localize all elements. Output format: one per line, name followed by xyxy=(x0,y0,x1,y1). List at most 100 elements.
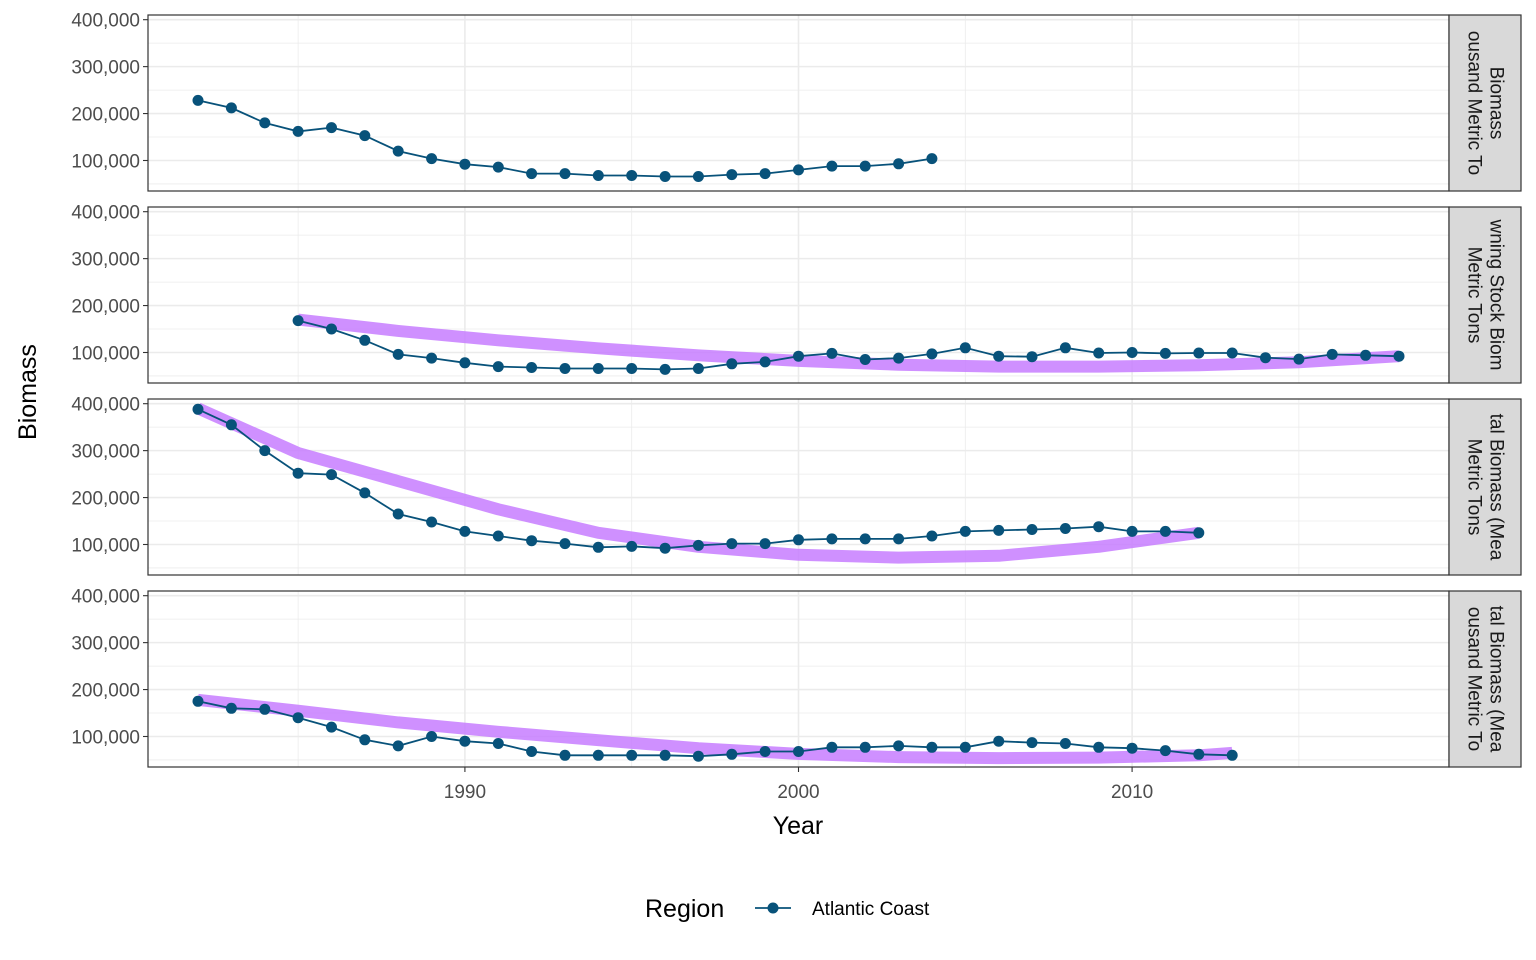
data-point xyxy=(1059,738,1071,749)
data-point xyxy=(459,357,471,369)
data-point xyxy=(826,533,838,545)
data-point xyxy=(326,323,337,335)
data-point xyxy=(926,530,938,542)
data-point xyxy=(292,125,304,137)
data-point xyxy=(1026,524,1038,535)
series-line-atlantic-coast xyxy=(197,700,1233,758)
y-tick-label: 300,000 xyxy=(71,58,140,79)
data-point xyxy=(1159,347,1171,359)
data-point xyxy=(559,538,571,550)
panel-1: 100,000 200,000 300,000 400,000 Biomassousan… xyxy=(71,11,1522,192)
data-point xyxy=(192,695,204,707)
data-point xyxy=(926,153,938,165)
data-point xyxy=(592,541,604,553)
y-tick-label: 200,000 xyxy=(71,489,140,510)
data-point xyxy=(626,749,638,761)
y-tick-label: 300,000 xyxy=(71,250,140,271)
panel-4: 100,000 200,000 300,000 400,000 tal Biomass … xyxy=(71,587,1522,768)
x-tick-label: 2000 xyxy=(777,782,819,803)
strip-background xyxy=(1448,14,1522,192)
data-point xyxy=(726,169,738,181)
strip-label-line: tal Biomass (Mea xyxy=(1486,414,1507,561)
data-point xyxy=(426,352,438,364)
data-point xyxy=(926,741,938,753)
data-point xyxy=(526,535,538,547)
data-point xyxy=(592,363,604,374)
data-point xyxy=(626,170,638,181)
data-point xyxy=(1126,525,1138,537)
legend-title: Region xyxy=(645,895,724,923)
data-point xyxy=(692,171,704,182)
data-point xyxy=(426,516,438,528)
panels-layer: 100,000200,000300,000400,000Biomassousan… xyxy=(71,11,1522,768)
data-point xyxy=(993,735,1005,747)
legend-label-atlantic-coast: Atlantic Coast xyxy=(812,899,930,920)
panel-2: 100,000 200,000 300,000 400,000 wning Stock … xyxy=(71,203,1522,384)
y-tick-label: 300,000 xyxy=(71,634,140,655)
data-point xyxy=(893,740,905,752)
data-point xyxy=(492,530,504,542)
data-point xyxy=(826,160,838,172)
data-point xyxy=(1326,348,1338,360)
y-tick-label: 200,000 xyxy=(71,681,140,702)
x-tick-label: 2010 xyxy=(1111,782,1153,803)
data-point xyxy=(192,403,204,415)
data-point xyxy=(1226,347,1238,359)
data-point xyxy=(659,749,671,761)
data-point xyxy=(259,445,271,457)
data-point xyxy=(1159,745,1171,757)
data-point xyxy=(726,538,738,550)
data-point xyxy=(392,348,404,360)
data-point xyxy=(1260,352,1271,364)
data-point xyxy=(793,164,804,176)
strip-label-line: ousand Metric To xyxy=(1464,31,1485,175)
data-point xyxy=(993,524,1005,536)
data-point xyxy=(492,361,504,373)
data-point xyxy=(1126,347,1138,358)
data-point xyxy=(292,467,304,479)
panel-3: 100,000 200,000 300,000 400,000 tal Biomass … xyxy=(71,395,1522,576)
data-point xyxy=(1226,749,1238,761)
data-point xyxy=(426,731,438,742)
data-point xyxy=(559,363,571,374)
data-point xyxy=(793,350,804,362)
legend-key-point xyxy=(767,902,779,914)
data-point xyxy=(1059,342,1071,354)
strip-label-line: ousand Metric To xyxy=(1464,607,1485,751)
strip-background xyxy=(1448,206,1522,384)
data-point xyxy=(659,542,671,554)
data-point xyxy=(959,741,971,753)
data-point xyxy=(459,735,471,747)
data-point xyxy=(626,363,638,374)
data-point xyxy=(1193,748,1205,760)
strip-background xyxy=(1448,590,1522,768)
data-point xyxy=(793,746,804,757)
y-tick-label: 200,000 xyxy=(71,297,140,318)
data-point xyxy=(759,538,771,550)
major-gridlines xyxy=(148,15,1449,191)
data-point xyxy=(259,117,271,129)
data-point xyxy=(459,525,471,537)
data-point xyxy=(492,738,504,749)
data-point xyxy=(392,145,404,157)
data-point xyxy=(893,158,905,170)
data-point xyxy=(1126,742,1138,754)
data-point xyxy=(359,487,371,499)
data-point xyxy=(692,750,704,762)
data-point xyxy=(426,153,438,165)
data-point xyxy=(292,712,304,724)
data-point xyxy=(626,540,638,552)
y-tick-label: 400,000 xyxy=(71,395,140,416)
data-point xyxy=(859,741,871,753)
y-tick-label: 400,000 xyxy=(71,11,140,32)
data-point xyxy=(993,350,1005,362)
data-point xyxy=(359,334,371,346)
data-point xyxy=(326,469,337,481)
data-point xyxy=(1026,351,1038,363)
data-point xyxy=(1059,523,1071,534)
data-point xyxy=(926,348,938,360)
data-point xyxy=(692,539,704,551)
data-point xyxy=(559,168,571,180)
